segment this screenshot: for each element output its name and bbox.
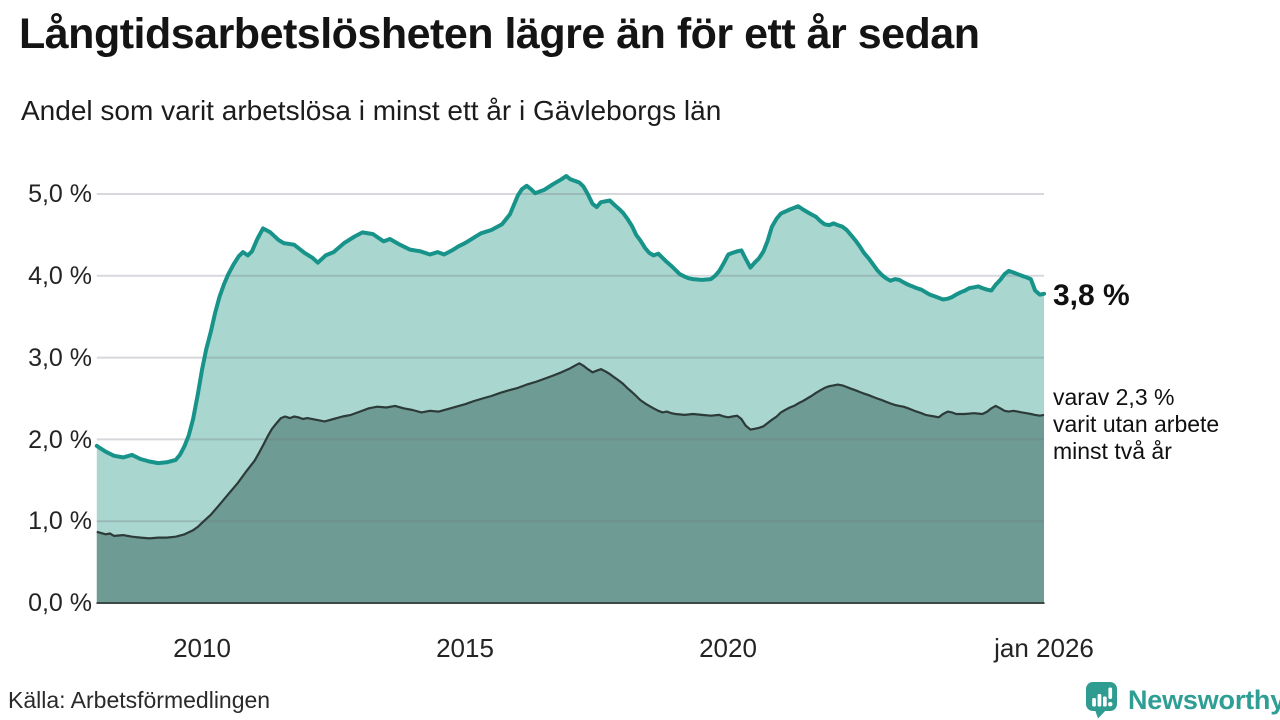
x-tick-jan-2026: jan 2026: [994, 633, 1094, 663]
newsworthy-logo: Newsworthy: [1085, 681, 1280, 719]
y-tick-3: 3,0 %: [28, 344, 92, 372]
y-tick-0: 0,0 %: [28, 589, 92, 617]
y-tick-4: 4,0 %: [28, 262, 92, 290]
series-two-years-area: [96, 363, 1045, 603]
series-total-line: [94, 174, 1046, 466]
chart-subtitle: Andel som varit arbetslösa i minst ett å…: [21, 95, 722, 126]
y-tick-5: 5,0 %: [28, 180, 92, 208]
page-title: Långtidsarbetslösheten lägre än för ett …: [19, 10, 980, 58]
y-tick-2: 2,0 %: [28, 426, 92, 454]
x-tick-2010: 2010: [173, 633, 231, 663]
series-two-years-line: [96, 362, 1045, 540]
x-tick-2015: 2015: [436, 633, 494, 663]
end-value-label-two-years: varav 2,3 % varit utan arbete minst två …: [1053, 384, 1220, 464]
source-note: Källa: Arbetsförmedlingen: [8, 687, 271, 713]
x-tick-2020: 2020: [699, 633, 757, 663]
newsworthy-wordmark: Newsworthy: [1128, 684, 1280, 715]
y-tick-1: 1,0 %: [28, 507, 92, 535]
end-value-label-total: 3,8 %: [1053, 279, 1130, 312]
newsworthy-bar-chart-bubble-icon: [1086, 682, 1117, 719]
